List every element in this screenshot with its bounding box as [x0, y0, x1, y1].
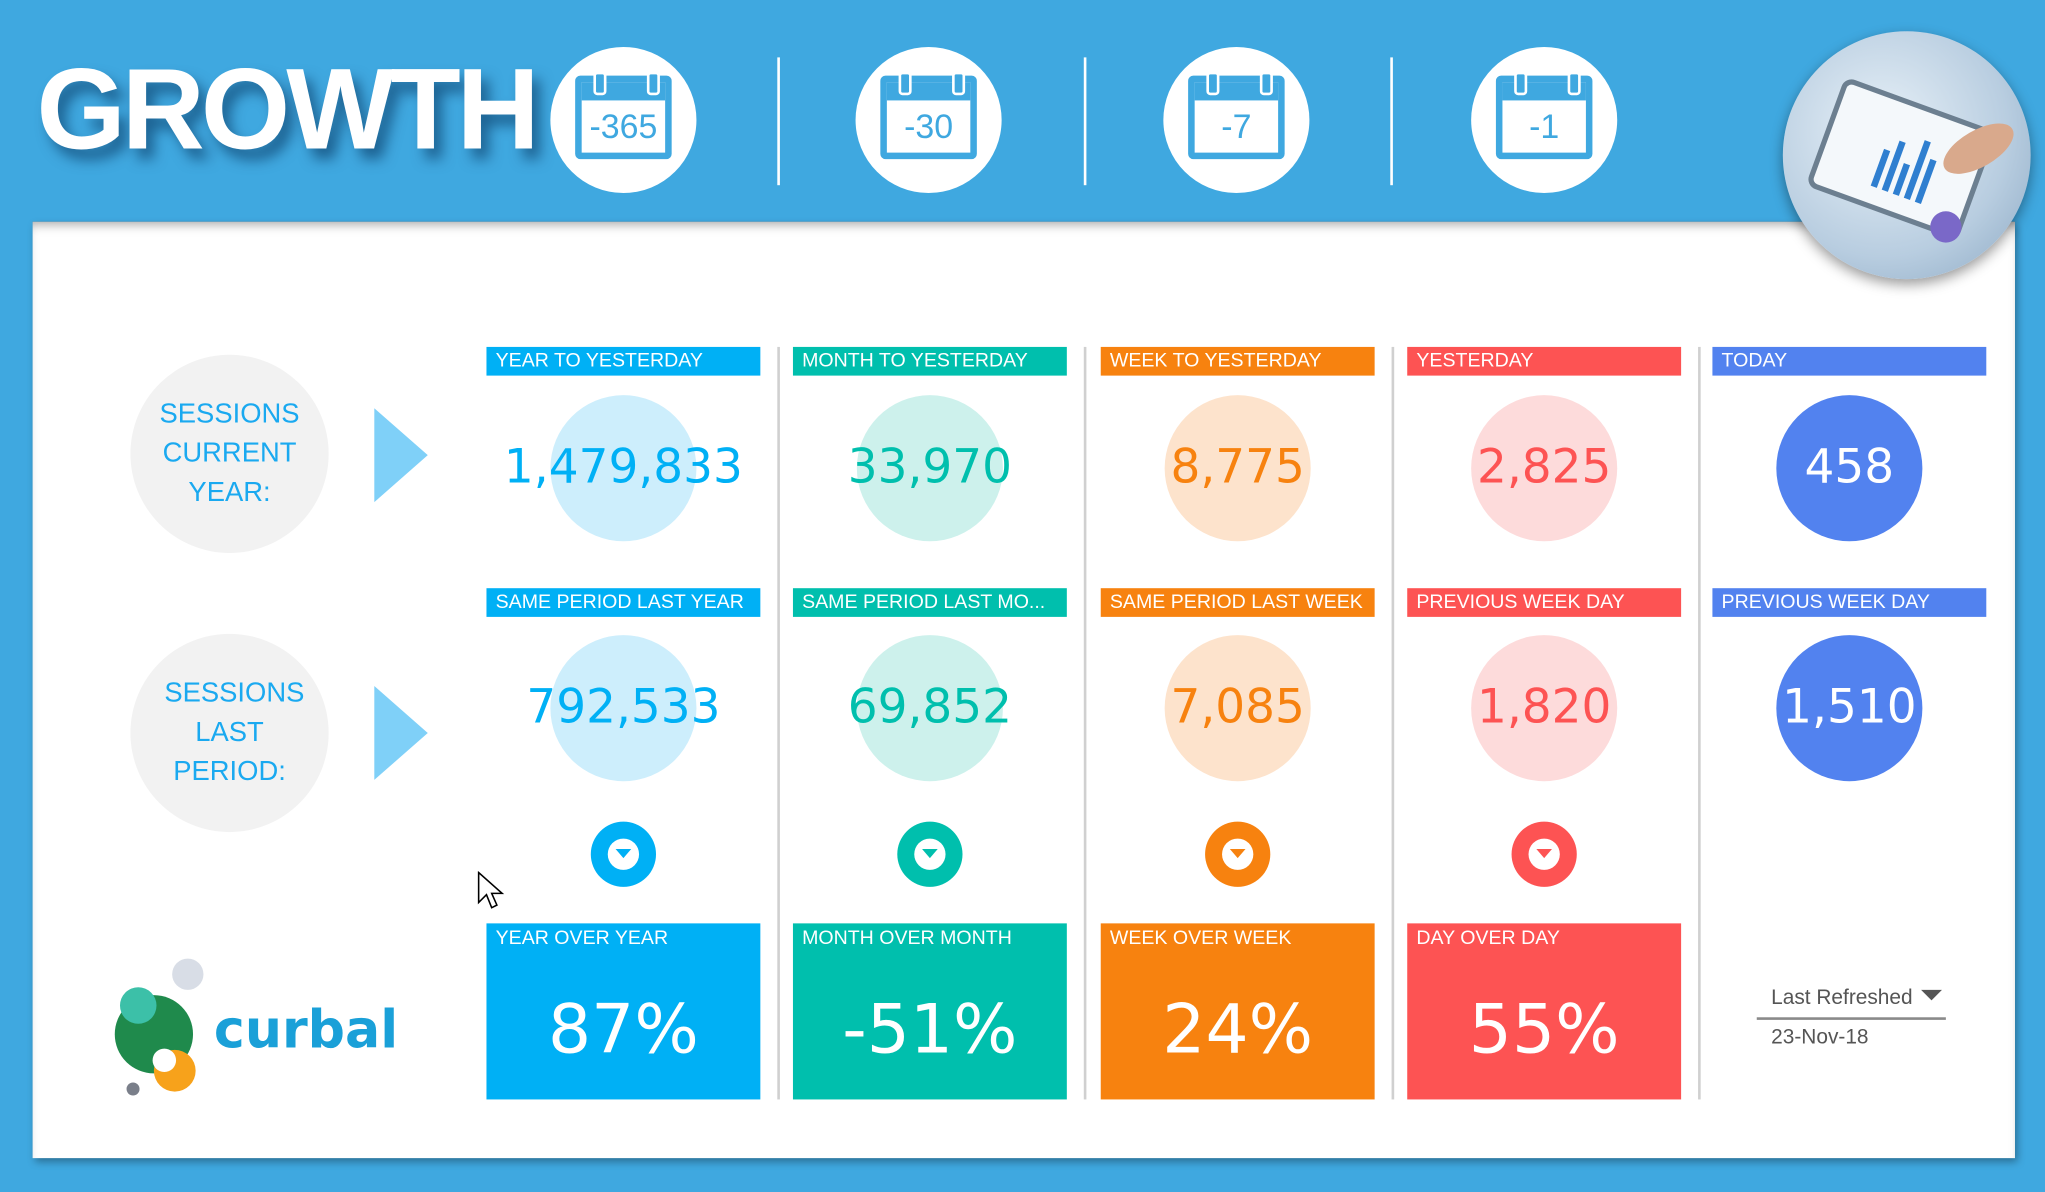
value-bubble	[856, 395, 1003, 542]
current-value: 33,970	[847, 440, 1013, 495]
value-bubble	[1164, 395, 1311, 542]
kpi-label: WEEK OVER WEEK	[1109, 927, 1292, 950]
kpi-label: MONTH OVER MONTH	[802, 927, 1012, 950]
previous-value: 69,852	[847, 680, 1013, 735]
calendar-icon: -365	[575, 71, 672, 160]
curbal-logo-icon	[114, 958, 204, 1096]
calendar-button[interactable]: -30	[855, 46, 1002, 194]
kpi-value: 87%	[548, 991, 699, 1070]
value-bubble	[550, 635, 697, 782]
divider	[1083, 57, 1087, 186]
column-header: TODAY	[1712, 346, 1987, 376]
column-header: YEAR TO YESTERDAY	[486, 346, 761, 376]
value-bubble	[1471, 395, 1618, 542]
column-header: MONTH TO YESTERDAY	[792, 346, 1067, 376]
kpi-value: 55%	[1468, 991, 1620, 1070]
calendar-icon: -7	[1188, 71, 1285, 160]
chevron-down-icon[interactable]	[1921, 989, 1942, 1001]
column-header: WEEK TO YESTERDAY	[1100, 346, 1375, 376]
kpi-card: YEAR OVER YEAR 87%	[486, 923, 761, 1100]
tablet-photo	[1782, 31, 2031, 280]
sessions-last-period-label: SESSIONS LAST PERIOD:	[130, 633, 329, 833]
calendar-button[interactable]: -1	[1471, 46, 1618, 194]
arrow-right-icon	[374, 686, 428, 780]
previous-value: 7,085	[1170, 680, 1305, 735]
divider	[1390, 57, 1393, 186]
kpi-card: WEEK OVER WEEK 24%	[1100, 923, 1375, 1100]
divider	[777, 57, 780, 186]
sessions-current-year-label: SESSIONS CURRENT YEAR:	[130, 354, 329, 553]
value-bubble	[550, 395, 697, 542]
previous-value: 1,820	[1476, 680, 1612, 735]
arrow-down-circle-icon	[1511, 821, 1577, 887]
mouse-cursor-icon	[477, 871, 505, 909]
arrow-down-circle-icon	[590, 821, 657, 887]
kpi-label: DAY OVER DAY	[1416, 927, 1560, 950]
current-value: 1,479,833	[503, 440, 743, 495]
value-bubble	[1164, 635, 1311, 782]
column-divider	[1391, 346, 1395, 1100]
current-value: 458	[1804, 440, 1895, 495]
kpi-label: YEAR OVER YEAR	[495, 927, 669, 950]
brand-name: curbal	[213, 1000, 399, 1061]
value-bubble	[856, 635, 1003, 782]
curbal-logo: curbal	[112, 956, 399, 1099]
arrow-right-icon	[374, 408, 428, 503]
previous-value: 1,510	[1782, 680, 1917, 735]
arrow-down-circle-icon	[1205, 821, 1271, 887]
kpi-card: DAY OVER DAY 55%	[1407, 923, 1682, 1100]
page-title: GROWTH	[36, 44, 540, 174]
calendar-button[interactable]: -7	[1163, 46, 1310, 194]
last-refreshed-label: Last Refreshed	[1771, 987, 1913, 1010]
value-bubble	[1471, 635, 1618, 782]
current-value: 8,775	[1170, 440, 1305, 495]
previous-value: 792,533	[526, 680, 721, 735]
calendar-button[interactable]: -365	[550, 46, 697, 194]
calendar-icon: -1	[1495, 71, 1593, 160]
comparison-header: SAME PERIOD LAST WEEK	[1100, 588, 1375, 617]
kpi-value: 24%	[1162, 991, 1314, 1070]
column-divider	[777, 346, 780, 1100]
comparison-header: PREVIOUS WEEK DAY	[1712, 588, 1987, 617]
kpi-value: -51%	[842, 991, 1018, 1070]
kpi-card: MONTH OVER MONTH -51%	[792, 923, 1067, 1100]
tablet-chart-image	[1808, 79, 2014, 243]
last-refreshed-date: 23-Nov-18	[1771, 1026, 1869, 1049]
column-divider	[1083, 346, 1087, 1100]
last-refreshed-dropdown[interactable]: Last Refreshed	[1756, 981, 1946, 1020]
current-value: 2,825	[1476, 440, 1612, 495]
calendar-icon: -30	[880, 71, 977, 160]
column-divider	[1698, 346, 1701, 1100]
value-bubble	[1776, 395, 1923, 542]
comparison-header: PREVIOUS WEEK DAY	[1407, 588, 1682, 617]
comparison-header: SAME PERIOD LAST MO...	[792, 588, 1067, 617]
value-bubble	[1776, 635, 1923, 782]
arrow-down-circle-icon	[897, 821, 963, 887]
comparison-header: SAME PERIOD LAST YEAR	[486, 588, 761, 617]
column-header: YESTERDAY	[1407, 346, 1682, 376]
